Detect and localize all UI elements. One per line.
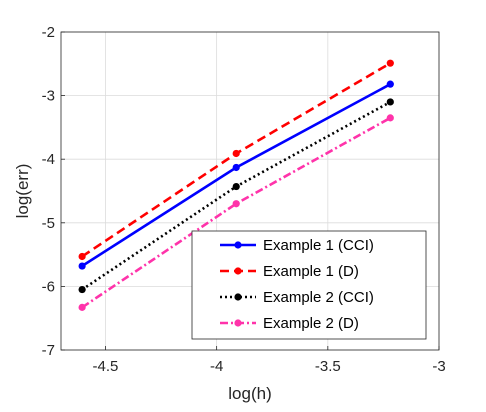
axis-ticks: -4.5 -4 -3.5 -3 -7 -6 -5 -4 -3 -2 xyxy=(42,24,446,375)
legend-swatch-marker xyxy=(234,241,242,249)
series-2-point xyxy=(386,59,394,67)
x-tick-label: -3.5 xyxy=(315,358,341,375)
y-tick-label: -5 xyxy=(42,215,55,232)
legend-swatch-marker xyxy=(234,267,242,275)
legend-label: Example 1 (CCI) xyxy=(263,237,374,254)
legend-box xyxy=(191,230,427,340)
y-tick-label: -7 xyxy=(42,342,55,359)
plot-frame xyxy=(60,31,440,351)
legend-label: Example 2 (CCI) xyxy=(263,289,374,306)
legend-swatch-marker xyxy=(234,319,242,327)
x-tick-label: -4.5 xyxy=(93,358,119,375)
x-tick-label: -4 xyxy=(210,358,223,375)
series-1-point xyxy=(232,163,240,172)
series-1-point xyxy=(78,262,86,270)
series-4-point xyxy=(232,200,240,208)
legend-label: Example 1 (D) xyxy=(263,263,359,280)
series-lines xyxy=(78,59,394,311)
series-4-point xyxy=(386,114,394,122)
legend: Example 1 (CCI) Example 1 (D) Example 2 (C… xyxy=(191,230,427,340)
legend-swatch-marker xyxy=(234,293,242,301)
y-tick-label: -2 xyxy=(42,24,55,41)
series-3-point xyxy=(232,182,240,191)
y-tick-label: -3 xyxy=(42,88,55,105)
series-2-point xyxy=(232,149,240,158)
series-4-point xyxy=(78,303,86,311)
series-1-point xyxy=(386,80,394,88)
y-tick-label: -4 xyxy=(42,151,55,168)
x-tick-label: -3 xyxy=(432,358,445,375)
series-3-point xyxy=(78,285,86,294)
x-axis-label: log(h) xyxy=(228,384,271,403)
series-3-point xyxy=(386,98,394,106)
y-axis-label: log(err) xyxy=(13,164,32,219)
y-tick-label: -6 xyxy=(42,278,55,295)
legend-label: Example 2 (D) xyxy=(263,315,359,332)
series-2-point xyxy=(78,252,86,261)
